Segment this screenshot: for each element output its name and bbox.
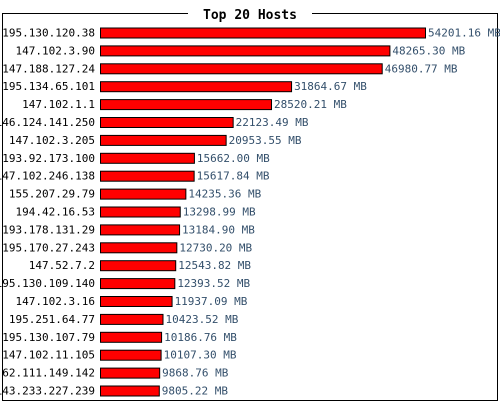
host-label: 147.52.7.2 <box>29 259 95 272</box>
title-background <box>188 4 312 24</box>
host-bar <box>100 278 176 290</box>
host-bar <box>100 313 164 325</box>
host-label: 147.102.1.1 <box>22 98 95 111</box>
host-label: 155.207.29.79 <box>9 188 95 201</box>
host-label: 147.102.3.90 <box>16 44 95 57</box>
host-bar <box>100 170 195 182</box>
host-label: 193.92.173.100 <box>2 152 95 165</box>
value-label: 14235.36 MB <box>188 188 261 201</box>
host-label: 146.124.141.250 <box>0 116 95 129</box>
host-bar <box>100 385 160 397</box>
host-label: 147.102.11.105 <box>2 349 95 362</box>
value-label: 48265.30 MB <box>392 44 465 57</box>
host-label: 143.233.227.239 <box>0 385 95 398</box>
host-label: 195.130.120.38 <box>2 27 95 40</box>
host-bar <box>100 206 181 218</box>
host-bar <box>100 367 161 379</box>
host-label: 147.102.3.16 <box>16 295 95 308</box>
host-bar <box>100 134 227 146</box>
host-bar <box>100 224 181 236</box>
host-label: 195.170.27.243 <box>2 241 95 254</box>
host-label: 62.111.149.142 <box>2 367 95 380</box>
host-bar <box>100 296 173 307</box>
host-bar <box>100 349 162 361</box>
host-label: 195.130.107.79 <box>2 331 95 344</box>
host-bar <box>100 117 234 128</box>
host-label: 147.102.246.138 <box>0 170 95 183</box>
host-bar <box>100 45 391 57</box>
value-label: 12393.52 MB <box>177 277 250 290</box>
value-label: 22123.49 MB <box>236 116 309 129</box>
host-label: 195.251.64.77 <box>9 313 95 326</box>
host-bar <box>100 242 178 254</box>
host-bar <box>100 63 383 75</box>
value-label: 12730.20 MB <box>179 241 252 254</box>
value-label: 11937.09 MB <box>175 295 248 308</box>
value-label: 28520.21 MB <box>274 98 347 111</box>
value-label: 12543.82 MB <box>178 259 251 272</box>
host-label: 147.188.127.24 <box>2 62 95 75</box>
host-label: 193.178.131.29 <box>2 223 95 236</box>
host-bar <box>100 260 177 272</box>
value-label: 15617.84 MB <box>197 170 270 183</box>
host-bar <box>100 81 293 93</box>
host-bar <box>100 99 273 111</box>
value-label: 13298.99 MB <box>183 206 256 219</box>
chart-title: Top 20 Hosts <box>203 8 297 23</box>
host-label: 195.130.109.140 <box>0 277 95 290</box>
value-label: 46980.77 MB <box>385 62 458 75</box>
host-label: 194.42.16.53 <box>16 206 95 219</box>
host-label: 195.134.65.101 <box>2 80 95 93</box>
value-label: 9868.76 MB <box>162 367 229 380</box>
value-label: 10107.30 MB <box>164 349 237 362</box>
value-label: 13184.90 MB <box>182 223 255 236</box>
value-label: 54201.16 MB <box>428 27 500 40</box>
value-label: 20953.55 MB <box>229 134 302 147</box>
value-label: 9805.22 MB <box>162 385 229 398</box>
value-label: 31864.67 MB <box>294 80 367 93</box>
value-label: 10186.76 MB <box>164 331 237 344</box>
host-bar <box>100 331 163 343</box>
bars-group: 195.130.120.38 54201.16 MB 147.102.3.90 482… <box>0 27 500 398</box>
host-bar <box>100 188 187 200</box>
host-bar <box>100 152 195 164</box>
host-label: 147.102.3.205 <box>9 134 95 147</box>
value-label: 10423.52 MB <box>166 313 239 326</box>
value-label: 15662.00 MB <box>197 152 270 165</box>
host-bar <box>100 27 426 39</box>
